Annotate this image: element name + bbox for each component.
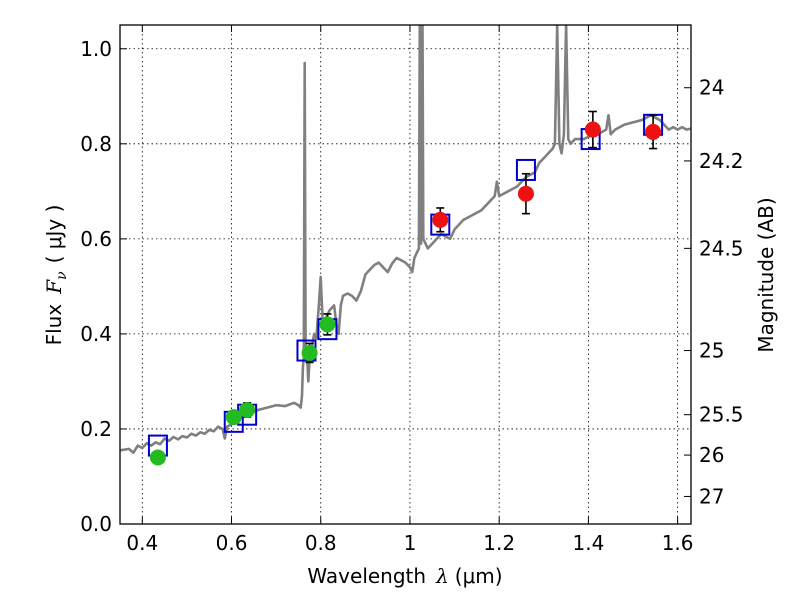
y-tick-label: 0.0 xyxy=(80,512,112,536)
x-tick-label: 1.4 xyxy=(572,531,604,555)
right-tick-label: 26 xyxy=(699,443,724,467)
axis-ticks: 0.4 0.6 0.8 1 1.2 1.4 1.6 0.0 0.2 0.4 0.6 0.8 1.0 24 2… xyxy=(80,25,744,555)
right-tick-label: 24.2 xyxy=(699,149,744,173)
x-tick-label: 1.2 xyxy=(483,531,515,555)
observed-point xyxy=(301,344,318,361)
grid xyxy=(120,25,691,525)
right-tick-label: 25 xyxy=(699,339,724,363)
observed-point xyxy=(645,123,662,140)
right-tick-label: 27 xyxy=(699,484,724,508)
observed-point xyxy=(584,121,601,138)
y-axis-label: FluxFν( μJy ) xyxy=(42,205,70,346)
plot-area xyxy=(120,25,691,466)
y-tick-label: 0.8 xyxy=(80,132,112,156)
observed-point xyxy=(239,401,256,418)
right-tick-label: 25.5 xyxy=(699,403,744,427)
y-tick-label: 0.6 xyxy=(80,227,112,251)
right-tick-label: 24 xyxy=(699,76,724,100)
x-tick-label: 1.6 xyxy=(662,531,694,555)
observed-point xyxy=(517,185,534,202)
observed-point xyxy=(225,409,242,426)
x-axis-label: Wavelength λ (μm) xyxy=(307,564,502,588)
right-tick-label: 24.5 xyxy=(699,236,744,260)
observed-point xyxy=(319,316,336,333)
right-axis-label: Magnitude (AB) xyxy=(754,197,778,352)
y-tick-label: 0.4 xyxy=(80,322,112,346)
x-tick-label: 1 xyxy=(404,531,417,555)
observed-point xyxy=(432,211,449,228)
x-tick-label: 0.8 xyxy=(305,531,337,555)
x-tick-label: 0.6 xyxy=(216,531,248,555)
x-tick-label: 0.4 xyxy=(126,531,158,555)
observed-point xyxy=(149,449,166,466)
y-tick-label: 1.0 xyxy=(80,37,112,61)
spectrum-line xyxy=(120,25,691,454)
y-tick-label: 0.2 xyxy=(80,417,112,441)
plot-frame xyxy=(119,24,692,525)
